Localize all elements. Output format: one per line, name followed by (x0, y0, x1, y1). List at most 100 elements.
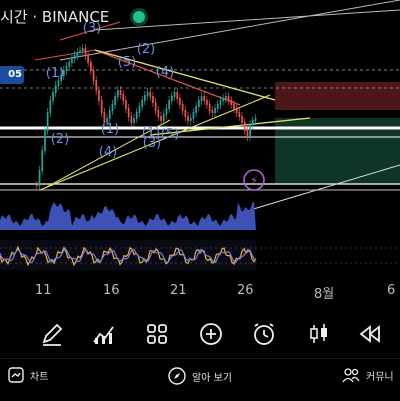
candle (216, 104, 219, 109)
candle (98, 90, 100, 101)
nav-community-label: 커뮤니 (366, 371, 394, 383)
candle (200, 96, 203, 101)
trendline[interactable] (249, 164, 400, 211)
candle (130, 116, 133, 123)
candles-icon[interactable] (305, 320, 333, 348)
wave-label: (2) (51, 132, 69, 147)
nav-chart-label: 차트 (30, 371, 49, 383)
candle (206, 100, 208, 105)
candle (60, 75, 62, 81)
x-axis-label: 16 (103, 283, 120, 298)
candle (44, 130, 46, 151)
candlestick-series (36, 44, 257, 190)
candle (114, 96, 116, 105)
candle (157, 110, 160, 117)
candle (176, 92, 179, 99)
candle (241, 116, 243, 123)
candle (125, 100, 127, 109)
trendline-yellow[interactable] (94, 49, 276, 101)
nav-community[interactable]: 커뮤니 (342, 367, 394, 383)
elliott-wave-labels: (3)(2)(5)(4)(1)(2)(1)(4)(1)(3)(5) (46, 21, 179, 160)
candle (254, 118, 257, 121)
indicators-icon[interactable] (90, 320, 118, 348)
candle (90, 62, 92, 71)
pencil-icon[interactable] (38, 320, 66, 348)
candle (144, 95, 146, 101)
candle (133, 118, 135, 123)
bottom-nav: 차트 알아 보기 커뮤니 (0, 358, 400, 401)
candle (195, 106, 197, 113)
price-tag: 05 (0, 66, 24, 84)
candle (165, 108, 168, 115)
x-axis-label: 11 (35, 283, 52, 298)
candle (95, 80, 98, 91)
candle (84, 48, 87, 56)
trendline[interactable] (59, 0, 400, 61)
nav-explore[interactable]: 알아 보기 (168, 367, 232, 385)
candle (57, 80, 60, 86)
nav-chart[interactable]: 차트 (8, 367, 48, 383)
candle (49, 100, 52, 113)
wave-label: (1) (46, 66, 64, 81)
symbol-title[interactable]: 시간 · BINANCE (0, 8, 110, 26)
trendline-yellow[interactable] (149, 117, 311, 136)
candle (103, 112, 106, 123)
trendline-red[interactable] (94, 49, 241, 106)
candle (65, 66, 68, 71)
candle (73, 55, 76, 59)
candle (111, 104, 114, 111)
candle (92, 70, 95, 81)
wave-label: (5) (118, 55, 136, 70)
layouts-icon[interactable] (143, 320, 171, 348)
candle (230, 100, 233, 105)
lightning-icon[interactable] (243, 169, 265, 191)
lightning-glyph: ⚡ (250, 174, 258, 187)
trendline-yellow[interactable] (44, 119, 171, 189)
candle (249, 124, 251, 137)
candle (219, 100, 222, 105)
candle (108, 110, 111, 119)
nav-explore-label: 알아 보기 (192, 372, 232, 384)
trendline[interactable] (94, 9, 400, 31)
candle (138, 106, 141, 113)
x-axis-label: 21 (170, 283, 187, 298)
wave-label: (5) (161, 127, 179, 142)
candle (203, 96, 206, 101)
candle (238, 112, 241, 117)
candle (233, 104, 235, 109)
candle (208, 104, 211, 111)
candle (36, 185, 38, 186)
short-position-zone[interactable] (275, 82, 400, 110)
candle (63, 70, 65, 76)
candle (227, 96, 230, 101)
wave-label: (3) (83, 21, 101, 36)
candle (160, 116, 162, 121)
chart-icon (8, 367, 24, 383)
trendline-yellow[interactable] (39, 94, 271, 191)
compass-icon (168, 367, 186, 385)
candle (76, 52, 79, 56)
drawing-toolbar (0, 314, 400, 354)
x-axis-label: 26 (237, 283, 254, 298)
candle (119, 90, 122, 95)
replay-icon[interactable] (356, 320, 384, 348)
candle (135, 112, 138, 119)
candle (41, 150, 44, 171)
candle (214, 108, 216, 113)
candle (154, 102, 157, 111)
candle (187, 116, 189, 121)
candle (81, 48, 84, 51)
candle (179, 98, 181, 105)
wave-label: (4) (156, 65, 174, 80)
candle (173, 92, 176, 97)
trendline-red[interactable] (59, 21, 121, 41)
volume-histogram (0, 201, 256, 230)
wave-label: (4) (99, 145, 117, 160)
add-icon[interactable] (197, 320, 225, 348)
chart-canvas[interactable]: (3)(2)(5)(4)(1)(2)(1)(4)(1)(3)(5) ⚡ (0, 0, 400, 310)
candle (252, 120, 254, 125)
x-axis-label: 8월 (314, 287, 335, 302)
alert-clock-icon[interactable] (250, 320, 278, 348)
candle (122, 94, 125, 101)
candle (79, 50, 81, 53)
